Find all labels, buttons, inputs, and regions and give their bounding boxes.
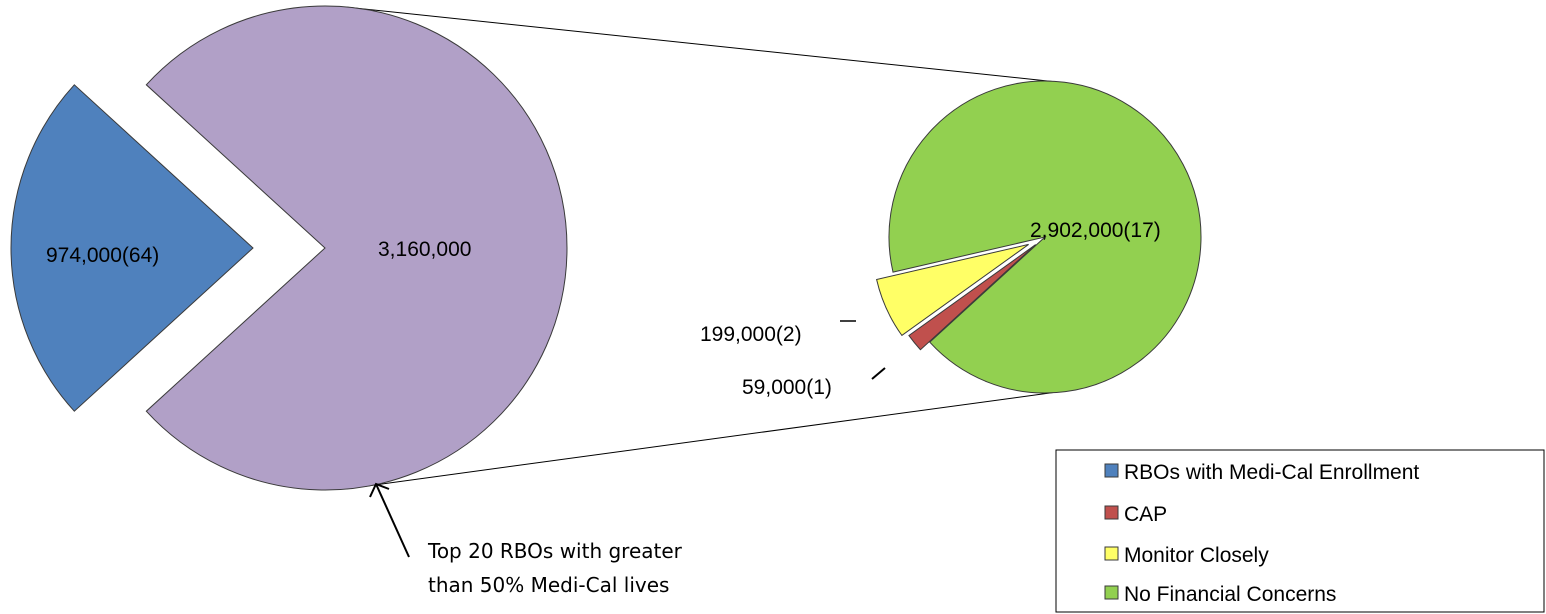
legend-swatch-no-financial-concerns [1104,585,1119,600]
legend-label-no-financial-concerns: No Financial Concerns [1124,583,1336,606]
connector-line-top [344,6,1058,83]
legend: RBOs with Medi-Cal Enrollment CAP Monito… [1055,449,1545,613]
legend-label-cap: CAP [1124,503,1167,526]
pie-slice-cap [908,244,1037,351]
data-label-top-20-rbos: 3,160,000 [378,238,471,261]
annotation-arrow [369,482,410,558]
data-label-no-financial-concerns: 2,902,000(17) [1030,219,1161,242]
pie-slice-rbos-medi-cal [10,84,254,412]
pie-slice-monitor-closely [876,243,1029,337]
pie-slice-top-20-rbos [145,5,568,491]
legend-swatch-cap [1104,505,1119,520]
data-label-rbos-medi-cal: 974,000(64) [46,244,159,267]
data-label-monitor-closely: 199,000(2) [700,323,802,346]
leader-line-cap [871,367,886,380]
legend-label-monitor-closely: Monitor Closely [1124,544,1269,567]
annotation-line-1: Top 20 RBOs with greater [427,539,683,563]
legend-box [1055,449,1545,613]
connector-line-bottom [344,391,1058,490]
pie-slice-no-financial-concerns [888,80,1202,394]
legend-label-rbos-medi-cal: RBOs with Medi-Cal Enrollment [1124,461,1419,484]
annotation-line-2: than 50% Medi-Cal lives [428,573,669,597]
legend-swatch-monitor-closely [1104,546,1119,561]
data-label-cap: 59,000(1) [742,376,832,399]
legend-swatch-rbos-medi-cal [1104,463,1119,478]
